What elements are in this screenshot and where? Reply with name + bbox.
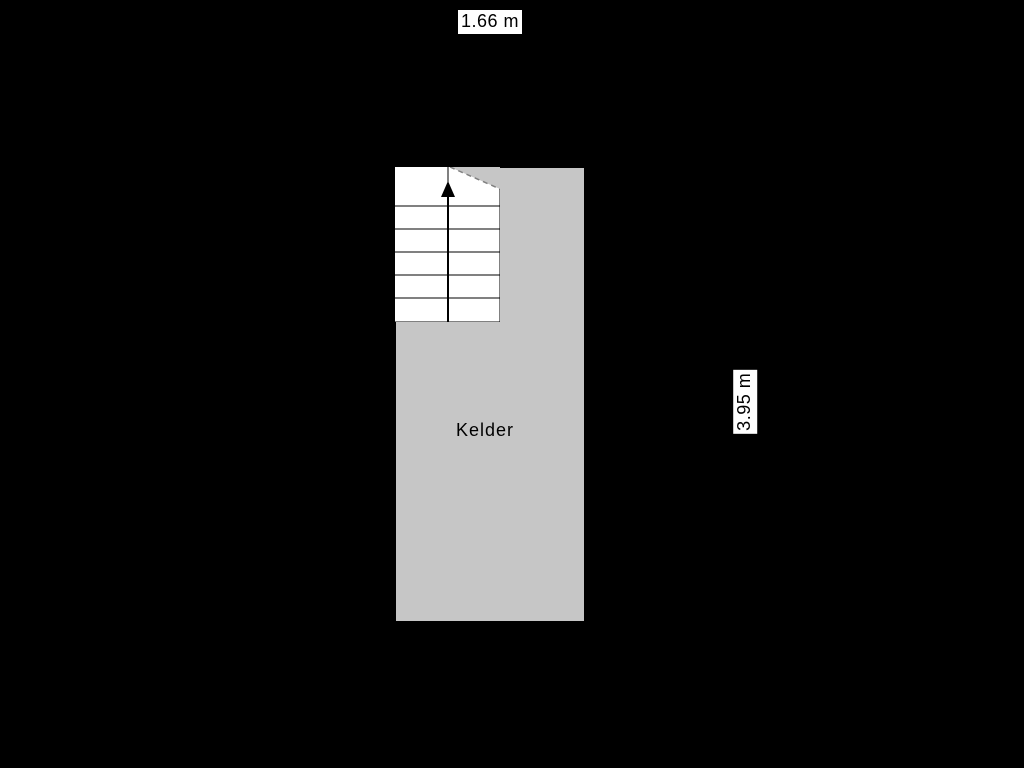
- stairs: [395, 167, 500, 322]
- room-kelder-label: Kelder: [456, 420, 514, 441]
- dimension-height-label: 3.95 m: [733, 370, 757, 434]
- dimension-width-label: 1.66 m: [458, 10, 522, 34]
- floorplan-canvas: 1.66 m 3.95 m Kelder: [0, 0, 1024, 768]
- stairs-svg: [395, 167, 500, 322]
- stairs-arrow-head-icon: [441, 181, 455, 197]
